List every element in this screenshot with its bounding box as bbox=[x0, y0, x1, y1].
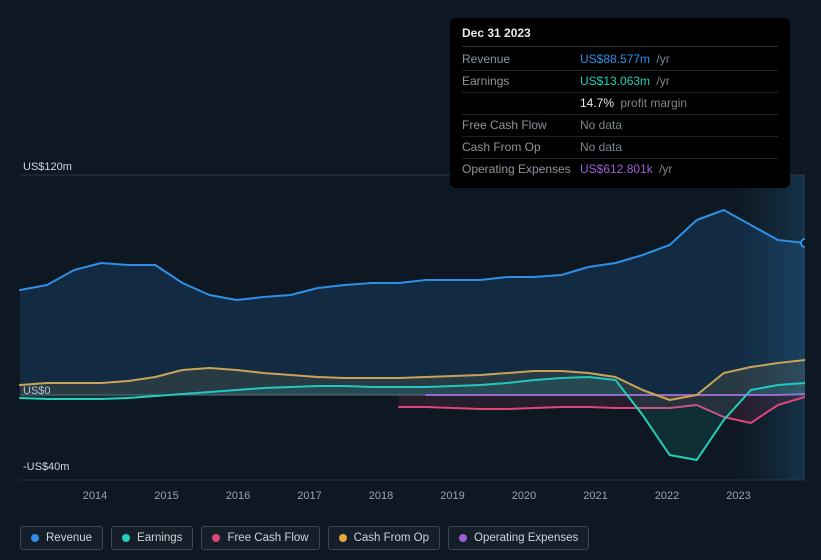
chart-plot-area bbox=[15, 155, 805, 485]
x-axis-label: 2018 bbox=[369, 490, 393, 502]
tooltip-row-label: Earnings bbox=[462, 73, 580, 90]
tooltip-rows: RevenueUS$88.577m /yrEarningsUS$13.063m … bbox=[462, 49, 778, 180]
x-axis-label: 2017 bbox=[297, 490, 321, 502]
tooltip-row: Free Cash FlowNo data bbox=[462, 115, 778, 137]
tooltip-row-label: Free Cash Flow bbox=[462, 117, 580, 134]
legend-item[interactable]: Revenue bbox=[20, 526, 103, 550]
tooltip-row-label: Revenue bbox=[462, 51, 580, 68]
legend-label: Free Cash Flow bbox=[227, 532, 308, 544]
tooltip-date: Dec 31 2023 bbox=[462, 26, 778, 47]
legend-color-dot bbox=[122, 534, 130, 542]
x-axis-label: 2015 bbox=[154, 490, 178, 502]
x-axis-label: 2021 bbox=[583, 490, 607, 502]
legend-color-dot bbox=[31, 534, 39, 542]
chart-legend: Revenue Earnings Free Cash Flow Cash From O… bbox=[20, 526, 589, 550]
tooltip-row-label: Operating Expenses bbox=[462, 161, 580, 178]
x-axis-label: 2014 bbox=[83, 490, 107, 502]
tooltip-row: 14.7% profit margin bbox=[462, 93, 778, 115]
tooltip-row: RevenueUS$88.577m /yr bbox=[462, 49, 778, 71]
financial-chart: Dec 31 2023 RevenueUS$88.577m /yrEarning… bbox=[15, 0, 805, 515]
tooltip-row-value: US$88.577m /yr bbox=[580, 51, 778, 68]
x-axis-label: 2020 bbox=[512, 490, 536, 502]
tooltip-row-value: 14.7% profit margin bbox=[580, 95, 778, 112]
legend-label: Operating Expenses bbox=[474, 532, 578, 544]
chart-tooltip: Dec 31 2023 RevenueUS$88.577m /yrEarning… bbox=[450, 18, 790, 188]
tooltip-row: EarningsUS$13.063m /yr bbox=[462, 71, 778, 93]
tooltip-row-value: US$13.063m /yr bbox=[580, 73, 778, 90]
legend-color-dot bbox=[212, 534, 220, 542]
legend-item[interactable]: Cash From Op bbox=[328, 526, 440, 550]
x-axis-label: 2019 bbox=[440, 490, 464, 502]
legend-item[interactable]: Free Cash Flow bbox=[201, 526, 319, 550]
tooltip-row-value: No data bbox=[580, 117, 778, 134]
legend-label: Earnings bbox=[137, 532, 182, 544]
tooltip-row-label: Cash From Op bbox=[462, 139, 580, 156]
tooltip-row-value: No data bbox=[580, 139, 778, 156]
legend-label: Revenue bbox=[46, 532, 92, 544]
legend-item[interactable]: Operating Expenses bbox=[448, 526, 589, 550]
legend-color-dot bbox=[339, 534, 347, 542]
tooltip-row-value: US$612.801k /yr bbox=[580, 161, 778, 178]
legend-item[interactable]: Earnings bbox=[111, 526, 193, 550]
x-axis-label: 2016 bbox=[226, 490, 250, 502]
tooltip-row: Operating ExpensesUS$612.801k /yr bbox=[462, 159, 778, 180]
x-axis-label: 2023 bbox=[726, 490, 750, 502]
tooltip-row: Cash From OpNo data bbox=[462, 137, 778, 159]
x-axis-label: 2022 bbox=[655, 490, 679, 502]
legend-color-dot bbox=[459, 534, 467, 542]
tooltip-row-label bbox=[462, 95, 580, 112]
legend-label: Cash From Op bbox=[354, 532, 429, 544]
